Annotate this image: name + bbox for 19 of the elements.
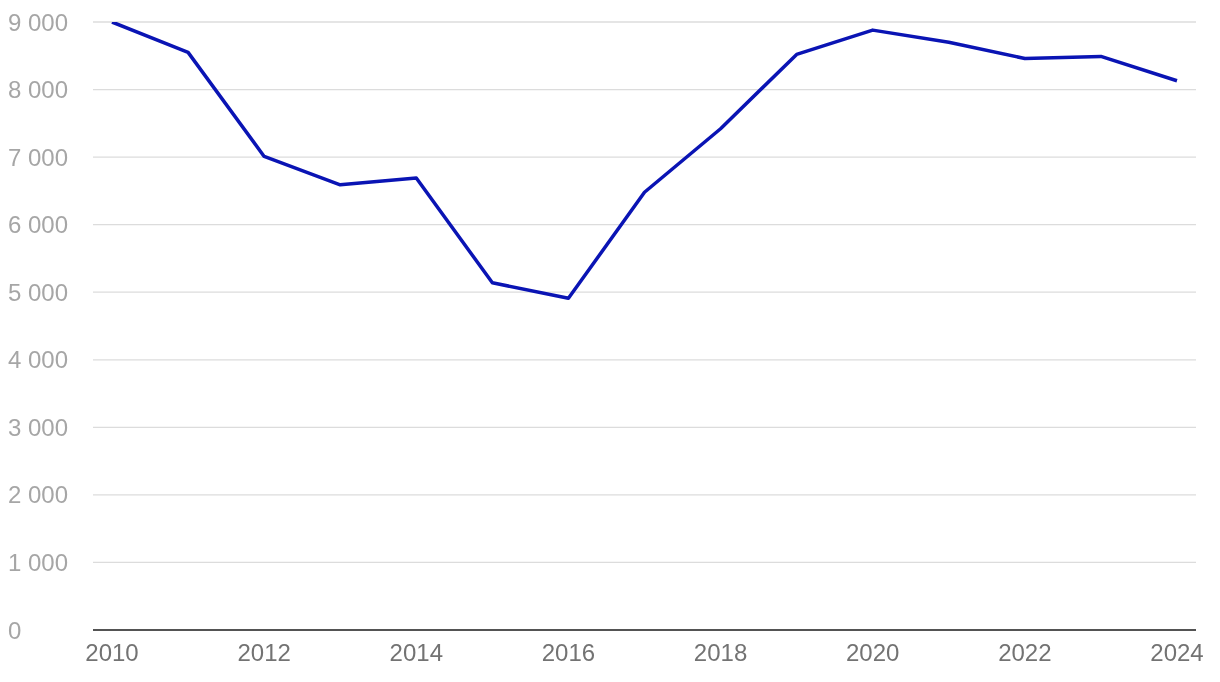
x-tick-label: 2018 [693,639,748,667]
x-tick-label: 2014 [389,639,443,667]
line-series [110,22,1179,301]
y-tick-label: 2 000 [8,481,69,509]
y-tick-label: 3 000 [8,413,69,441]
y-tick-label: 4 000 [8,346,69,374]
y-tick-label: 9 000 [8,8,69,36]
x-tick-label: 2012 [237,639,291,667]
x-tick-label: 2010 [85,639,139,667]
y-tick-label: 8 000 [8,76,69,104]
y-tick-label: 7 000 [8,143,69,171]
y-tick-label: 0 [8,616,22,644]
x-tick-label: 2024 [1150,639,1204,667]
x-tick-label: 2020 [846,639,900,667]
x-tick-label: 2022 [998,639,1052,667]
y-tick-label: 6 000 [8,211,69,239]
y-tick-label: 5 000 [8,278,69,306]
x-tick-label: 2016 [541,639,596,667]
y-tick-label: 1 000 [8,548,69,576]
